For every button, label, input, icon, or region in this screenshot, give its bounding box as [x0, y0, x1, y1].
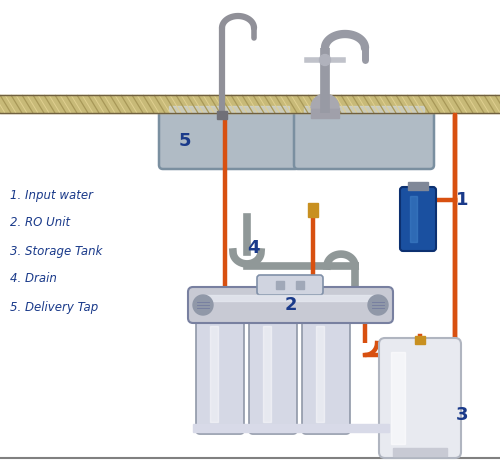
FancyBboxPatch shape: [400, 187, 436, 251]
Text: 3. Storage Tank: 3. Storage Tank: [10, 244, 102, 258]
FancyBboxPatch shape: [294, 98, 434, 169]
Text: 5. Delivery Tap: 5. Delivery Tap: [10, 301, 98, 313]
Bar: [393, 448, 447, 456]
FancyBboxPatch shape: [159, 98, 299, 169]
Bar: [408, 182, 428, 190]
Bar: [304, 106, 424, 112]
Wedge shape: [311, 94, 339, 108]
Bar: [201, 295, 380, 301]
Bar: [0, 95, 500, 113]
FancyBboxPatch shape: [188, 287, 393, 323]
Bar: [193, 424, 389, 432]
Bar: [391, 352, 405, 444]
Text: 3: 3: [456, 406, 468, 424]
Bar: [276, 281, 284, 289]
Bar: [415, 336, 425, 344]
FancyBboxPatch shape: [302, 314, 350, 434]
Bar: [210, 326, 218, 422]
Text: 5: 5: [179, 132, 191, 150]
FancyBboxPatch shape: [249, 314, 297, 434]
Text: 2: 2: [284, 296, 297, 314]
Bar: [308, 203, 318, 217]
Text: 4: 4: [247, 239, 259, 257]
FancyBboxPatch shape: [196, 314, 244, 434]
Text: 1. Input water: 1. Input water: [10, 189, 93, 201]
Bar: [296, 281, 304, 289]
Bar: [263, 326, 271, 422]
Bar: [316, 326, 324, 422]
Bar: [311, 108, 339, 118]
Text: 2. RO Unit: 2. RO Unit: [10, 217, 70, 230]
Circle shape: [193, 295, 213, 315]
Bar: [410, 196, 417, 242]
Bar: [169, 106, 289, 112]
Circle shape: [320, 54, 330, 65]
FancyBboxPatch shape: [257, 275, 323, 295]
FancyBboxPatch shape: [379, 338, 461, 458]
Circle shape: [368, 295, 388, 315]
Text: 4. Drain: 4. Drain: [10, 272, 57, 285]
Text: 1: 1: [456, 191, 468, 209]
Bar: [217, 111, 227, 119]
